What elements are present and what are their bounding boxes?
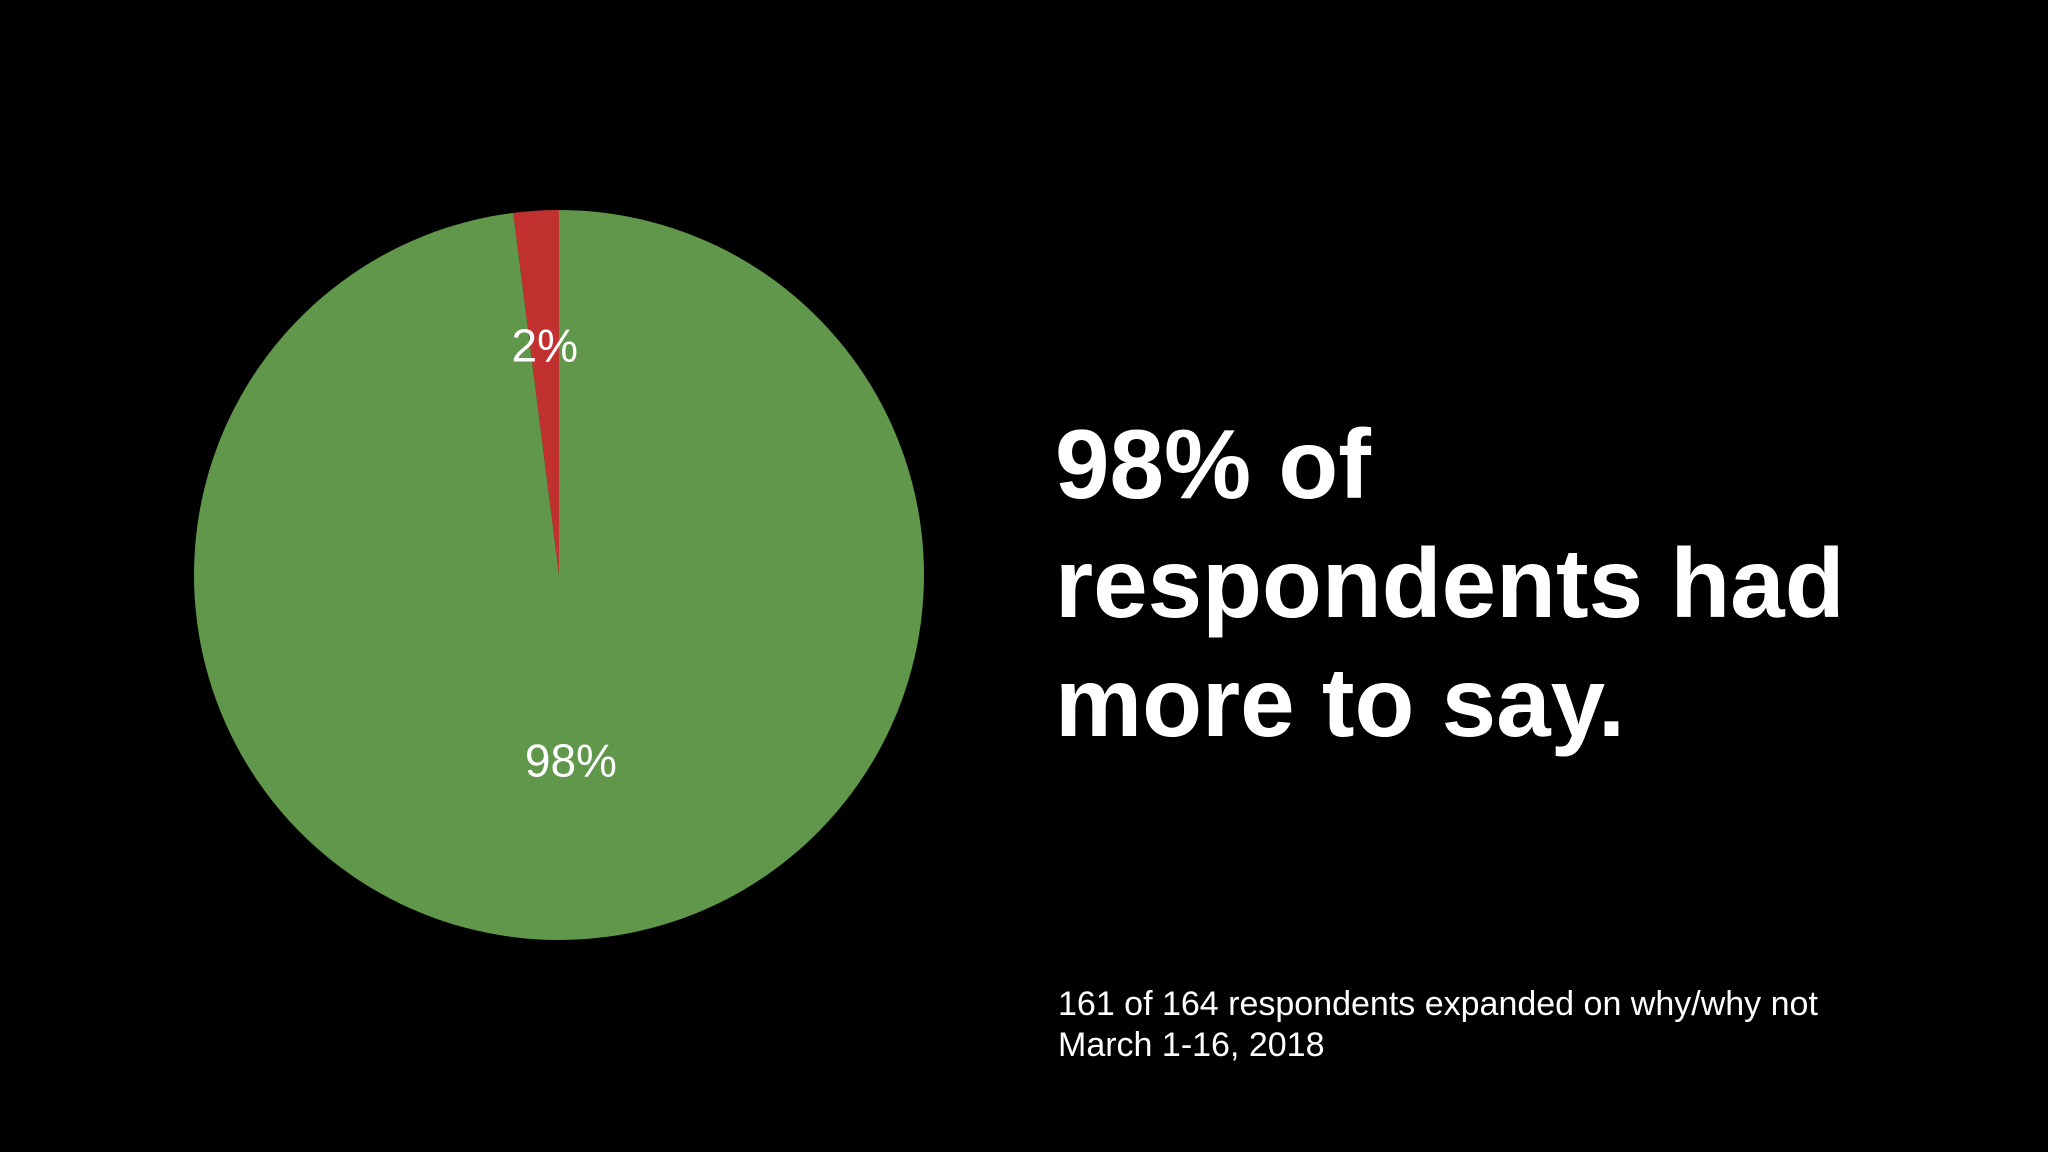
- headline: 98% of respondents had more to say.: [1055, 405, 2015, 762]
- pie-slice-98-percent: [193, 210, 924, 940]
- headline-line-3: more to say.: [1055, 647, 1626, 757]
- pie-slice-2-percent: [513, 210, 559, 575]
- pie-label-2-percent: 2%: [512, 319, 578, 371]
- footnote-date-range: March 1-16, 2018: [1058, 1026, 1325, 1064]
- pie-chart: 2% 98%: [193, 210, 924, 940]
- headline-line-2: respondents had: [1055, 528, 1845, 638]
- headline-line-1: 98% of: [1055, 409, 1371, 519]
- footnote-respondents: 161 of 164 respondents expanded on why/w…: [1058, 985, 1818, 1023]
- pie-label-98-percent: 98%: [525, 735, 617, 787]
- footnote: 161 of 164 respondents expanded on why/w…: [1058, 984, 2018, 1066]
